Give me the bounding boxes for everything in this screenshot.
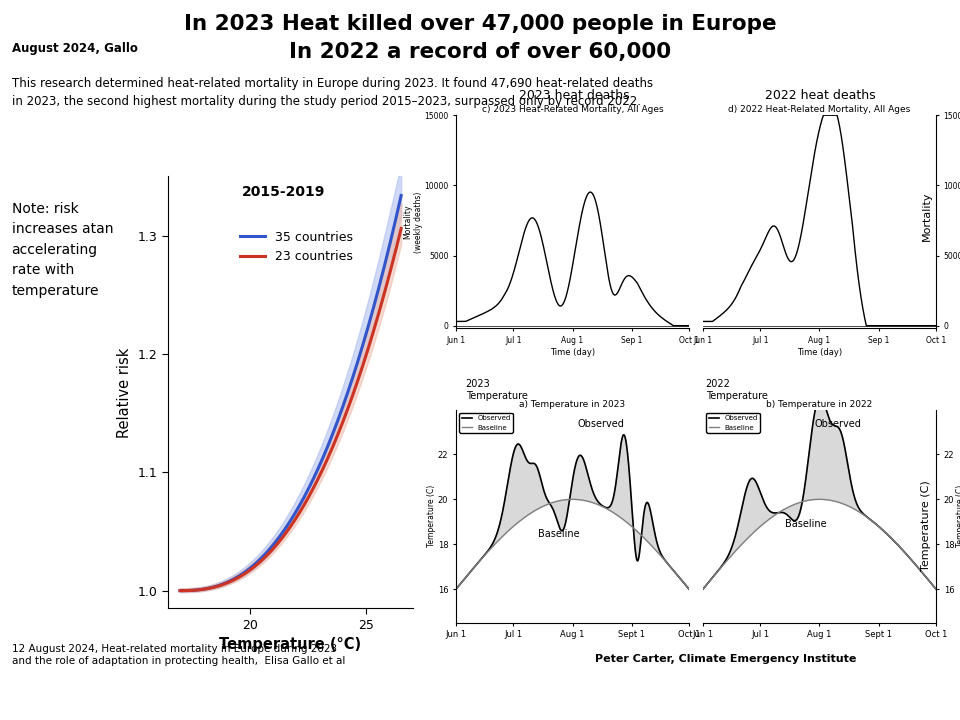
X-axis label: Temperature (°C): Temperature (°C) — [219, 637, 362, 652]
Text: 2023 heat deaths: 2023 heat deaths — [518, 89, 630, 102]
Text: This research determined heat-related mortality in Europe during 2023. It found : This research determined heat-related mo… — [12, 77, 653, 108]
X-axis label: Time (day): Time (day) — [797, 348, 842, 357]
Text: August 2024, Gallo: August 2024, Gallo — [12, 42, 137, 55]
Text: Baseline: Baseline — [538, 529, 579, 539]
Title: d) 2022 Heat-Related Mortality, All Ages: d) 2022 Heat-Related Mortality, All Ages — [729, 105, 911, 114]
Text: Observed: Observed — [815, 418, 862, 428]
Legend: Observed, Baseline: Observed, Baseline — [707, 413, 760, 433]
Text: Mortality: Mortality — [922, 192, 931, 240]
Text: Observed: Observed — [577, 418, 624, 428]
Text: Peter Carter, Climate Emergency Institute: Peter Carter, Climate Emergency Institut… — [595, 654, 856, 664]
Text: 2022 heat deaths: 2022 heat deaths — [765, 89, 876, 102]
X-axis label: Time (day): Time (day) — [550, 348, 595, 357]
Y-axis label: Temperature (C): Temperature (C) — [955, 485, 960, 547]
Text: 2022
Temperature: 2022 Temperature — [706, 379, 767, 401]
Text: 12 August 2024, Heat-related mortality in Europe during 2023
and the role of ada: 12 August 2024, Heat-related mortality i… — [12, 644, 345, 666]
Legend: 35 countries, 23 countries: 35 countries, 23 countries — [235, 226, 358, 268]
Text: Baseline: Baseline — [784, 519, 827, 528]
Legend: Observed, Baseline: Observed, Baseline — [460, 413, 513, 433]
Title: a) Temperature in 2023: a) Temperature in 2023 — [519, 400, 626, 409]
Text: In 2023 Heat killed over 47,000 people in Europe: In 2023 Heat killed over 47,000 people i… — [183, 14, 777, 35]
Text: Temperature (C): Temperature (C) — [922, 480, 931, 571]
Title: b) Temperature in 2022: b) Temperature in 2022 — [766, 400, 873, 409]
Y-axis label: Relative risk: Relative risk — [117, 347, 132, 438]
Title: c) 2023 Heat-Related Mortality, All Ages: c) 2023 Heat-Related Mortality, All Ages — [482, 105, 663, 114]
Text: 2015-2019: 2015-2019 — [242, 185, 324, 199]
Text: In 2022 a record of over 60,000: In 2022 a record of over 60,000 — [289, 42, 671, 62]
Text: 2023
Temperature: 2023 Temperature — [466, 379, 527, 401]
Y-axis label: Mortality
(weekly deaths): Mortality (weekly deaths) — [403, 191, 422, 253]
Y-axis label: Temperature (C): Temperature (C) — [427, 485, 437, 547]
Text: Note: risk
increases atan
accelerating
rate with
temperature: Note: risk increases atan accelerating r… — [12, 202, 113, 298]
